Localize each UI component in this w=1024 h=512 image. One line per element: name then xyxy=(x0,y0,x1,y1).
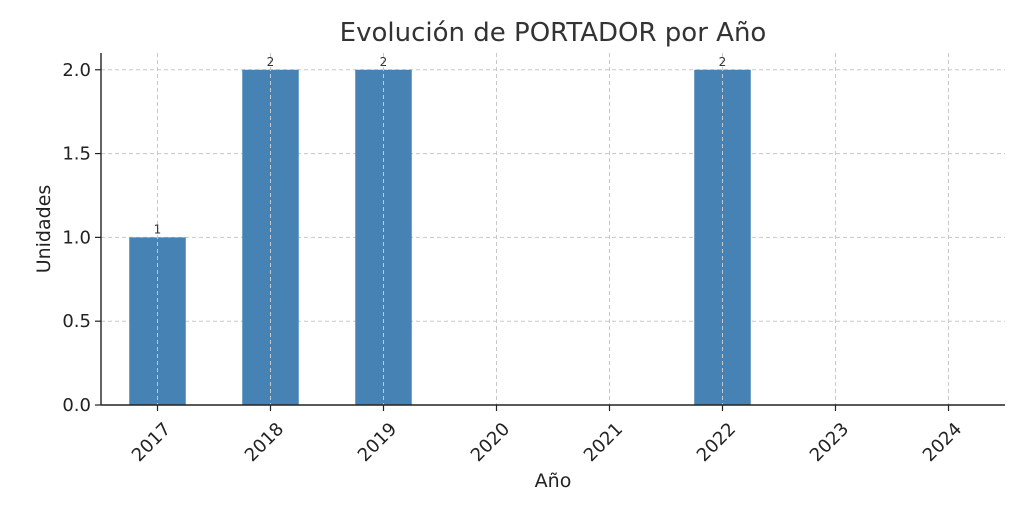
chart-title: Evolución de PORTADOR por Año xyxy=(340,18,767,48)
x-ticks: 2017 2018 2019 2020 2021 2022 2023 2024 xyxy=(128,405,966,466)
data-label: 2 xyxy=(380,55,388,69)
x-tick-label: 2020 xyxy=(467,419,514,466)
y-tick-label: 1.5 xyxy=(62,144,91,165)
x-tick-label: 2017 xyxy=(128,419,175,466)
data-label: 2 xyxy=(267,55,275,69)
x-tick-label: 2019 xyxy=(354,419,401,466)
y-tick-label: 0.0 xyxy=(62,395,91,416)
y-tick-label: 0.5 xyxy=(62,311,91,332)
x-tick-label: 2023 xyxy=(806,419,853,466)
x-tick-label: 2021 xyxy=(580,419,627,466)
x-tick-label: 2022 xyxy=(693,419,740,466)
data-label: 1 xyxy=(154,222,162,236)
grid xyxy=(101,69,1005,406)
y-axis-label: Unidades xyxy=(33,185,55,274)
y-ticks: 0.0 0.5 1.0 1.5 2.0 xyxy=(62,60,101,416)
x-tick-label: 2024 xyxy=(919,419,966,466)
x-axis-label: Año xyxy=(535,470,572,492)
data-label: 2 xyxy=(719,55,727,69)
axes xyxy=(100,53,1005,406)
data-labels: 1 2 2 2 xyxy=(154,55,727,237)
y-tick-label: 1.0 xyxy=(62,227,91,248)
y-tick-label: 2.0 xyxy=(62,60,91,81)
x-tick-label: 2018 xyxy=(241,419,288,466)
